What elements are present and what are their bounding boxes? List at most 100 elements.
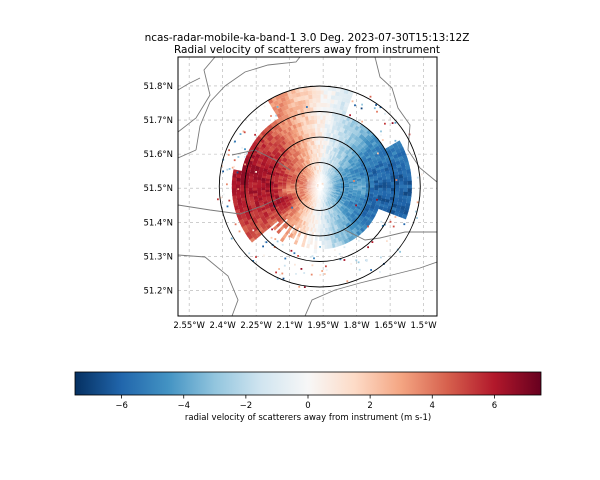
radar-gate — [373, 177, 379, 182]
radar-gate — [298, 185, 303, 187]
radar-gate — [301, 175, 306, 179]
radar-gate — [347, 203, 353, 207]
radar-gate — [322, 111, 327, 116]
radar-gate — [289, 212, 294, 217]
radar-gate — [369, 146, 376, 152]
radar-gate — [333, 143, 338, 148]
radar-gate — [356, 137, 362, 143]
radar-gate — [330, 217, 334, 223]
colorbar-tick-label: 0 — [305, 401, 310, 411]
radar-gate — [276, 145, 282, 151]
radar-gate — [351, 229, 357, 235]
radar-gate — [302, 167, 307, 172]
radar-gate — [297, 173, 302, 177]
radar-gate — [357, 143, 362, 149]
radar-gate — [336, 219, 340, 225]
radar-gate — [316, 148, 319, 154]
boundary-line — [304, 261, 437, 316]
radar-gate — [370, 155, 376, 160]
radar-gate — [398, 170, 403, 176]
radar-gate — [317, 127, 321, 133]
radar-gate — [340, 136, 345, 142]
radar-gate — [373, 143, 379, 149]
radar-gate — [353, 184, 358, 187]
radar-gate — [313, 115, 318, 120]
clutter-point — [373, 107, 376, 110]
radar-gate — [291, 192, 296, 195]
radar-gate — [343, 166, 348, 170]
radar-gate — [306, 155, 310, 160]
radar-gate — [348, 152, 353, 158]
radar-gate — [267, 169, 273, 173]
clutter-point — [303, 286, 306, 288]
radar-gate — [269, 205, 275, 210]
radar-gate — [265, 161, 271, 166]
radar-gate — [345, 162, 350, 167]
radar-gate — [244, 184, 249, 189]
radar-gate — [369, 183, 375, 186]
radar-gate — [284, 212, 289, 218]
radar-gate — [357, 183, 362, 186]
radar-gate — [276, 216, 281, 222]
radar-gate — [301, 99, 307, 105]
clutter-point — [367, 225, 369, 228]
boundary-line — [178, 57, 216, 133]
radar-gate — [292, 220, 297, 225]
radar-gate — [341, 171, 346, 176]
radar-gate — [309, 222, 312, 228]
radar-gate — [273, 142, 279, 148]
map-frame — [177, 56, 438, 317]
clutter-point — [293, 252, 296, 255]
radar-gate — [290, 187, 295, 190]
radar-gate — [312, 210, 315, 216]
radar-gate — [240, 177, 245, 182]
radar-gate — [280, 169, 286, 174]
radar-gate — [386, 185, 391, 189]
radar-gate — [343, 202, 349, 206]
radar-gate — [311, 210, 314, 215]
radar-gate — [335, 170, 340, 174]
radar-gate — [347, 126, 353, 132]
radar-gate — [344, 134, 349, 139]
radar-gate — [327, 201, 330, 206]
radar-gate — [346, 94, 353, 100]
radar-gate — [312, 215, 315, 220]
radar-gate — [282, 128, 288, 135]
radar-gate — [275, 128, 281, 134]
radar-gate — [318, 153, 321, 158]
radar-gate — [335, 153, 340, 158]
radar-gate — [266, 136, 273, 142]
radar-gate — [309, 107, 315, 112]
radar-gate — [305, 217, 309, 223]
radar-gate — [332, 212, 336, 217]
radar-gate — [368, 207, 374, 212]
radar-gate — [345, 237, 351, 243]
radar-gate — [286, 159, 291, 164]
radar-gate — [345, 125, 351, 131]
clutter-point — [263, 254, 265, 257]
radar-gate — [277, 126, 284, 133]
radar-gate — [345, 169, 350, 174]
radar-gate — [319, 236, 323, 241]
radar-gate — [280, 130, 286, 136]
radar-gate — [279, 197, 285, 202]
radar-gate — [309, 124, 313, 129]
clutter-point — [420, 173, 423, 176]
colorbar-gradient — [74, 371, 542, 396]
radar-gate — [327, 158, 330, 163]
radar-gate — [331, 217, 336, 222]
radar-gate — [319, 144, 322, 149]
radar-gate — [281, 168, 286, 172]
lon-tick-label: 1.65°W — [374, 321, 406, 331]
radar-gate — [351, 143, 356, 149]
radar-gate — [329, 209, 333, 214]
radar-gate — [282, 177, 288, 181]
radar-gate — [343, 176, 348, 179]
radar-gate — [346, 217, 352, 222]
radar-gate — [313, 107, 318, 112]
radar-gate — [338, 213, 342, 219]
radar-gate — [357, 185, 362, 188]
radar-gate — [354, 160, 359, 165]
radar-gate — [248, 192, 254, 197]
colorbar-ticks: −6 −4 −2 0 2 4 6 — [115, 395, 497, 411]
